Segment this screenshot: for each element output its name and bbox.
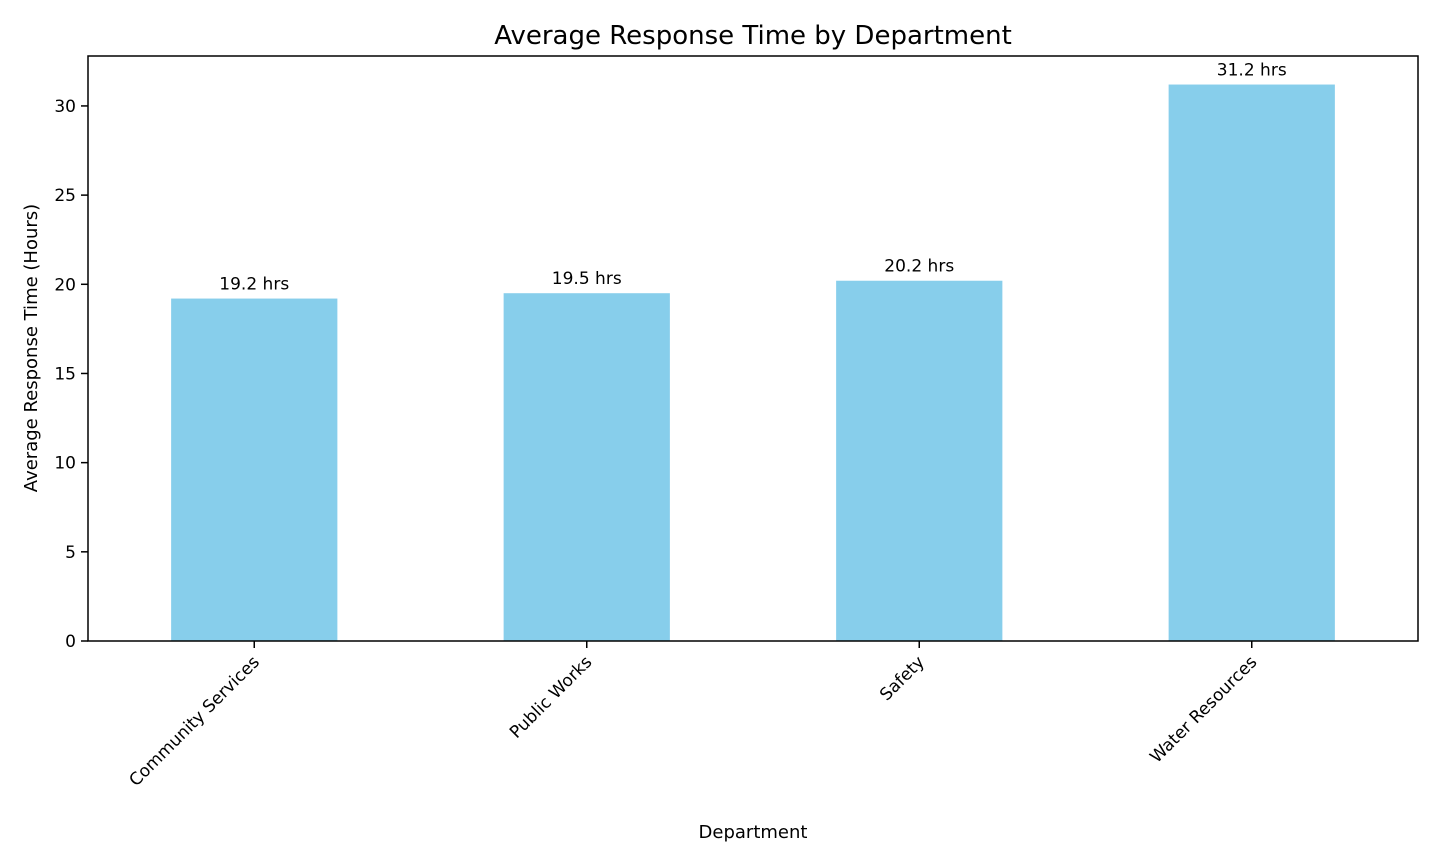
x-tick-label: Community Services bbox=[126, 652, 264, 790]
y-axis-ticks: 0 5 10 15 20 25 30 bbox=[54, 97, 88, 652]
chart-title: Average Response Time by Department bbox=[494, 21, 1012, 51]
data-label: 19.5 hrs bbox=[552, 269, 622, 289]
x-axis-label: Department bbox=[699, 822, 808, 843]
data-label: 19.2 hrs bbox=[219, 275, 289, 295]
x-tick-label: Public Works bbox=[506, 652, 596, 742]
data-labels-group: 19.2 hrs 19.5 hrs 20.2 hrs 31.2 hrs bbox=[219, 61, 1287, 295]
bar bbox=[171, 298, 338, 641]
bar bbox=[1168, 84, 1335, 642]
bar bbox=[503, 293, 670, 641]
y-tick-label: 10 bbox=[54, 454, 76, 474]
x-tick-label: Water Resources bbox=[1146, 652, 1261, 767]
bars-group bbox=[171, 84, 1335, 642]
y-tick-label: 30 bbox=[54, 97, 76, 117]
y-axis-label: Average Response Time (Hours) bbox=[21, 204, 42, 492]
plot-frame bbox=[87, 55, 1419, 642]
y-tick-label: 0 bbox=[65, 632, 76, 652]
y-tick-label: 5 bbox=[65, 543, 76, 563]
data-label: 20.2 hrs bbox=[884, 257, 954, 277]
data-label: 31.2 hrs bbox=[1217, 61, 1287, 81]
bar bbox=[836, 280, 1003, 641]
y-tick-label: 20 bbox=[54, 275, 76, 295]
y-tick-label: 15 bbox=[54, 364, 76, 384]
y-tick-label: 25 bbox=[54, 186, 76, 206]
x-tick-label: Safety bbox=[876, 652, 929, 705]
x-axis-ticks: Community Services Public Works Safety Wate… bbox=[126, 641, 1261, 791]
